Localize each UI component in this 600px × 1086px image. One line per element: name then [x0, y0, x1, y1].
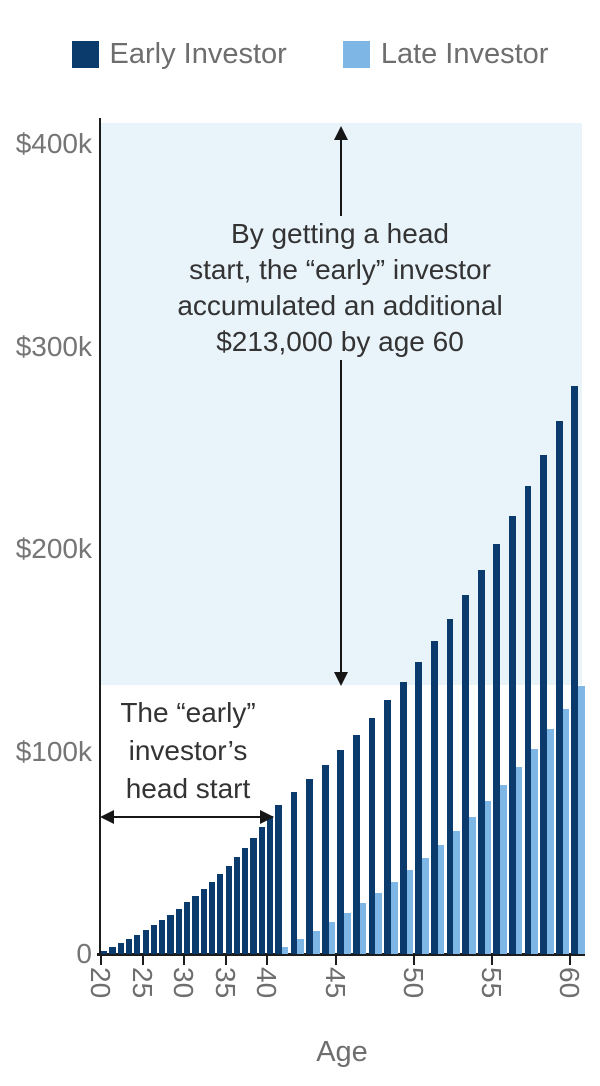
bar-late-age-53 — [469, 816, 476, 954]
bar-late-age-55 — [500, 784, 507, 954]
y-tick-label-$300k: $300k — [15, 330, 92, 362]
bar-early-age-41 — [275, 804, 282, 954]
bar-early-age-21 — [109, 946, 116, 954]
bar-early-age-48 — [384, 700, 391, 954]
y-tick-label-0: 0 — [76, 938, 92, 969]
bar-late-age-44 — [328, 922, 336, 954]
bar-late-age-42 — [297, 939, 304, 954]
bar-late-age-54 — [484, 801, 492, 954]
bar-early-age-36 — [233, 856, 241, 954]
bar-early-age-44 — [321, 765, 329, 954]
legend-label-early-investor: Early Investor — [109, 38, 287, 70]
x-tick-mark-55 — [491, 956, 494, 965]
bar-early-age-47 — [368, 718, 376, 954]
y-tick-label-$400k: $400k — [15, 128, 92, 159]
bar-early-age-52 — [446, 618, 454, 954]
bar-early-age-49 — [399, 681, 407, 954]
bar-late-age-58 — [547, 729, 554, 954]
x-tick-label-45: 45 — [320, 967, 352, 999]
bar-late-age-56 — [515, 767, 523, 954]
bar-early-age-23 — [125, 939, 133, 954]
x-tick-mark-30 — [183, 956, 185, 965]
x-tick-label-30: 30 — [168, 967, 199, 999]
bar-early-age-59 — [555, 421, 563, 954]
bar-early-age-58 — [540, 454, 547, 954]
bar-late-age-46 — [359, 903, 367, 954]
bar-early-age-60 — [571, 385, 579, 954]
bar-early-age-35 — [225, 865, 232, 954]
bar-early-age-37 — [242, 847, 249, 954]
bar-early-age-51 — [431, 641, 438, 954]
x-tick-mark-25 — [141, 956, 144, 965]
bar-early-age-34 — [217, 873, 224, 954]
x-tick-mark-45 — [335, 956, 338, 965]
annotation-additional-amount: By getting a head start, the “early” inv… — [103, 216, 577, 360]
x-tick-mark-60 — [569, 956, 572, 965]
x-tick-label-35: 35 — [209, 967, 241, 999]
late-investor-swatch-icon — [342, 41, 370, 68]
y-axis-line — [99, 118, 101, 956]
bar-early-age-27 — [159, 919, 166, 954]
head-start-arrow-icon — [100, 810, 274, 824]
bar-early-age-22 — [117, 943, 124, 954]
bar-early-age-39 — [258, 827, 265, 954]
legend: Early Investor Late Investor — [40, 38, 580, 71]
bar-early-age-25 — [142, 929, 149, 954]
x-tick-label-60: 60 — [554, 967, 586, 999]
difference-arrow-icon — [334, 126, 348, 686]
bar-early-age-40 — [267, 816, 274, 954]
bar-late-age-60 — [578, 686, 585, 954]
bar-early-age-30 — [184, 902, 191, 954]
x-tick-label-55: 55 — [476, 967, 508, 999]
early-investor-swatch-icon — [71, 41, 99, 68]
x-tick-label-20: 20 — [85, 967, 116, 999]
bar-early-age-54 — [477, 570, 485, 954]
bar-late-age-49 — [406, 870, 414, 954]
x-tick-label-25: 25 — [126, 967, 158, 999]
legend-item-early-investor: Early Investor — [71, 38, 287, 71]
bar-late-age-47 — [375, 893, 382, 954]
bar-early-age-43 — [306, 779, 313, 954]
y-tick-label-$200k: $200k — [15, 533, 92, 564]
bar-late-age-41 — [281, 946, 289, 954]
bar-early-age-45 — [337, 750, 345, 954]
bar-early-age-28 — [167, 914, 174, 954]
bar-early-age-57 — [524, 486, 532, 954]
bar-early-age-29 — [175, 908, 182, 954]
bar-early-age-46 — [353, 734, 360, 954]
bar-early-age-53 — [462, 595, 469, 954]
bar-late-age-59 — [562, 708, 570, 954]
x-tick-mark-35 — [224, 956, 227, 965]
x-tick-label-50: 50 — [398, 967, 430, 999]
x-axis-title: Age — [316, 1036, 368, 1068]
legend-label-late-investor: Late Investor — [380, 38, 549, 70]
bar-early-age-33 — [208, 881, 216, 954]
bar-late-age-57 — [531, 748, 538, 954]
bar-early-age-24 — [134, 934, 141, 954]
bar-early-age-42 — [290, 792, 298, 954]
bar-late-age-45 — [344, 913, 351, 954]
bar-late-age-48 — [391, 882, 398, 954]
bar-early-age-26 — [150, 925, 158, 954]
bar-early-age-55 — [493, 543, 501, 954]
x-axis-line — [97, 953, 585, 956]
bar-late-age-51 — [437, 845, 445, 954]
bar-late-age-50 — [422, 858, 429, 954]
bar-late-age-52 — [453, 831, 460, 954]
legend-item-late-investor: Late Investor — [342, 38, 549, 71]
bar-early-age-56 — [509, 515, 516, 954]
x-tick-label-40: 40 — [251, 967, 282, 999]
bar-early-age-32 — [200, 888, 207, 954]
x-tick-mark-20 — [100, 956, 102, 965]
y-tick-label-$100k: $100k — [15, 735, 92, 767]
bar-early-age-38 — [250, 837, 257, 954]
x-tick-mark-40 — [266, 956, 268, 965]
bar-early-age-31 — [192, 895, 199, 954]
bar-early-age-50 — [415, 662, 423, 954]
bar-early-age-20 — [101, 950, 108, 954]
x-tick-mark-50 — [413, 956, 416, 965]
annotation-head-start: The “early” investor’s head start — [120, 697, 256, 804]
bar-late-age-43 — [313, 930, 320, 954]
